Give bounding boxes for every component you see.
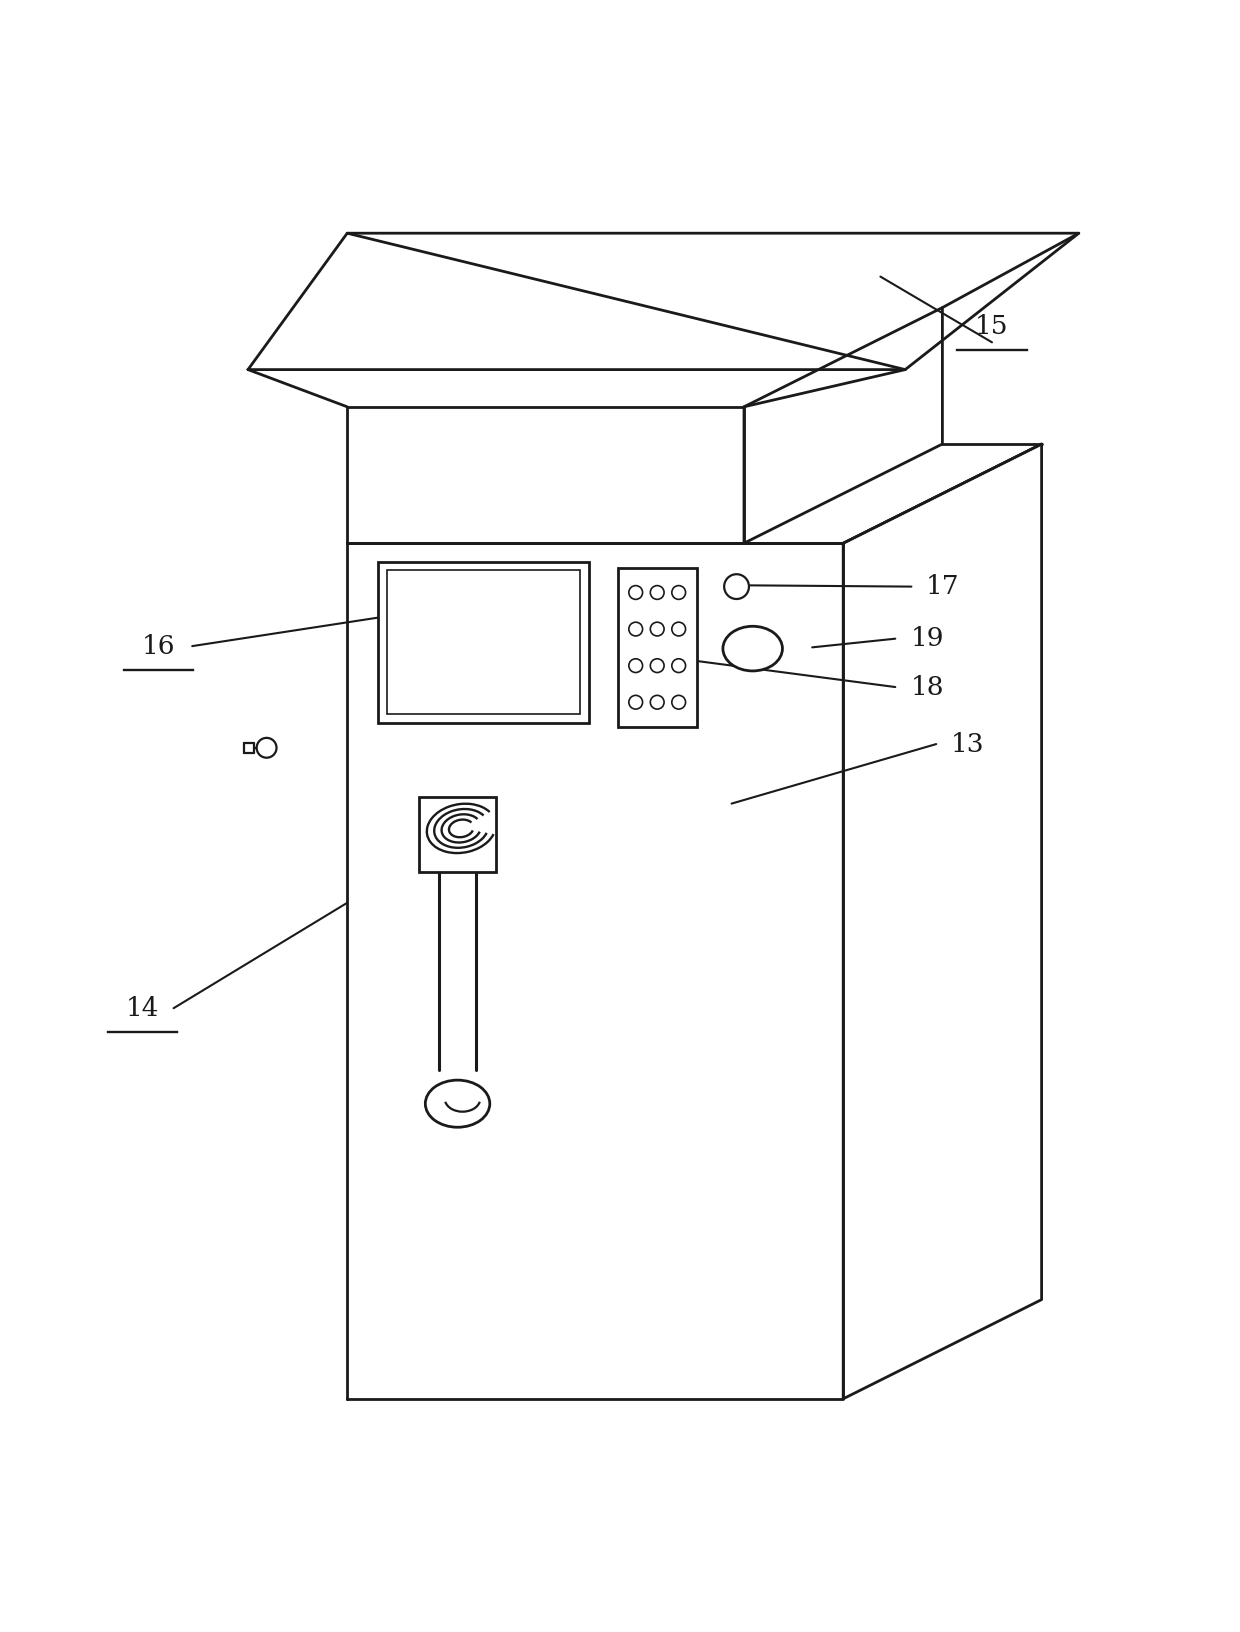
Circle shape xyxy=(672,622,686,636)
Circle shape xyxy=(257,738,277,757)
Ellipse shape xyxy=(723,627,782,671)
Circle shape xyxy=(672,695,686,710)
Circle shape xyxy=(650,695,665,710)
Circle shape xyxy=(629,659,642,672)
Circle shape xyxy=(650,622,665,636)
Circle shape xyxy=(629,622,642,636)
Circle shape xyxy=(629,586,642,599)
Circle shape xyxy=(672,586,686,599)
Ellipse shape xyxy=(425,1080,490,1128)
Text: 18: 18 xyxy=(910,674,945,700)
Bar xyxy=(378,561,589,723)
Circle shape xyxy=(629,695,642,710)
Circle shape xyxy=(672,659,686,672)
Text: 17: 17 xyxy=(925,574,960,599)
Circle shape xyxy=(650,659,665,672)
Text: 14: 14 xyxy=(125,996,160,1020)
Bar xyxy=(387,571,580,715)
Text: 15: 15 xyxy=(975,313,1009,339)
Bar xyxy=(419,798,496,871)
Text: 13: 13 xyxy=(950,731,985,757)
Bar xyxy=(618,568,697,726)
Circle shape xyxy=(724,574,749,599)
Circle shape xyxy=(650,586,665,599)
Text: 19: 19 xyxy=(910,627,945,651)
Text: 16: 16 xyxy=(141,633,176,659)
